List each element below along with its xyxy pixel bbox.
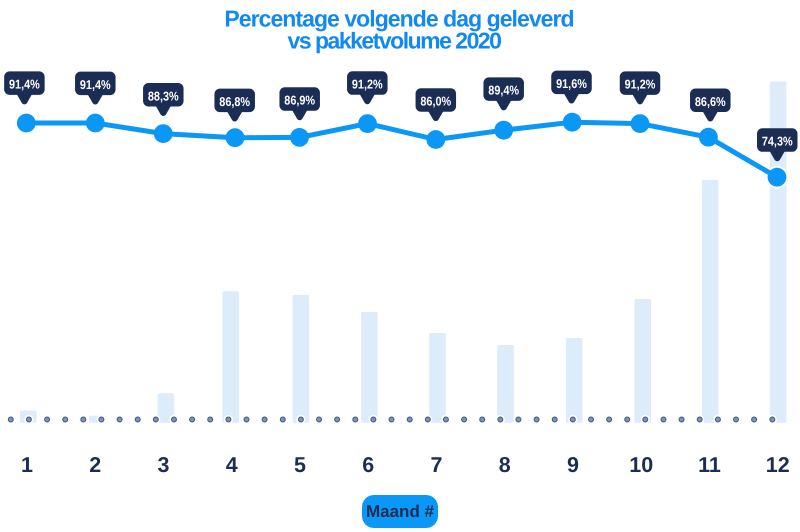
svg-text:86,8%: 86,8%: [219, 95, 250, 109]
svg-text:86,6%: 86,6%: [695, 95, 726, 109]
svg-text:6: 6: [362, 453, 374, 477]
svg-text:86,0%: 86,0%: [420, 95, 451, 109]
svg-text:91,4%: 91,4%: [9, 78, 40, 92]
svg-text:5: 5: [294, 453, 306, 477]
svg-text:89,4%: 89,4%: [488, 84, 519, 98]
svg-text:4: 4: [226, 453, 238, 477]
svg-text:10: 10: [629, 453, 653, 477]
svg-text:3: 3: [158, 453, 170, 477]
svg-text:12: 12: [766, 453, 790, 477]
svg-text:2: 2: [89, 453, 101, 477]
svg-text:74,3%: 74,3%: [762, 135, 793, 149]
svg-text:8: 8: [499, 453, 511, 477]
svg-text:11: 11: [698, 453, 721, 477]
svg-text:91,2%: 91,2%: [625, 78, 656, 92]
svg-text:Percentage volgende dag geleve: Percentage volgende dag geleverd: [224, 6, 573, 32]
svg-text:86,9%: 86,9%: [284, 94, 315, 108]
svg-text:Maand #: Maand #: [366, 502, 435, 521]
svg-text:88,3%: 88,3%: [148, 89, 179, 103]
svg-text:7: 7: [431, 453, 443, 477]
svg-text:1: 1: [21, 453, 33, 477]
svg-text:91,4%: 91,4%: [80, 78, 111, 92]
svg-text:vs pakketvolume 2020: vs pakketvolume 2020: [288, 27, 502, 53]
svg-text:9: 9: [567, 453, 579, 477]
svg-text:91,2%: 91,2%: [352, 78, 383, 92]
svg-text:91,6%: 91,6%: [556, 77, 587, 91]
